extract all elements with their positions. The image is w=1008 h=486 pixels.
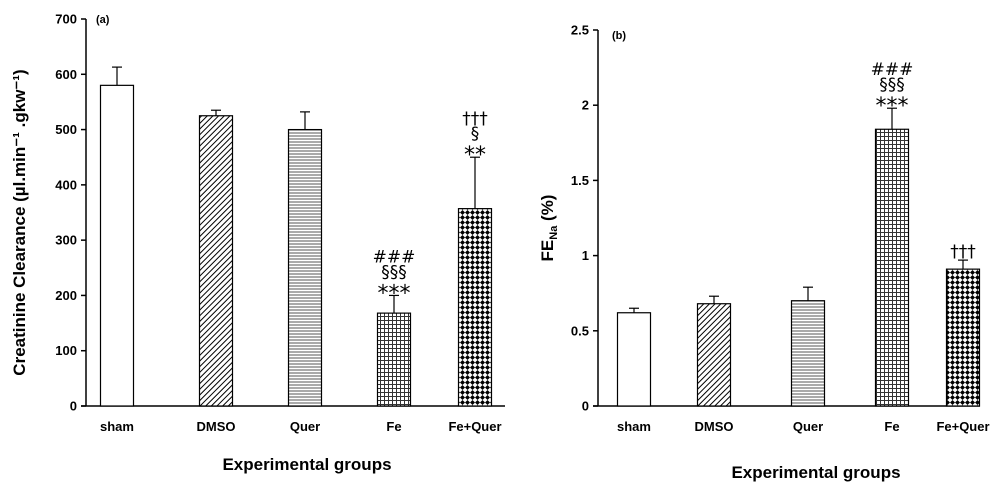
x-axis-title: Experimental groups [731,463,900,482]
x-tick-label: Fe+Quer [448,419,501,434]
y-tick-label: 500 [55,122,77,137]
y-axis-title: Creatinine Clearance (µl.min⁻¹ .gkw⁻¹) [10,69,29,375]
x-tick-label: Fe+Quer [936,419,989,434]
x-tick-label: Quer [290,419,320,434]
significance-marker: ††† [950,242,976,262]
x-tick-label: DMSO [695,419,734,434]
panel-label: (b) [612,30,626,42]
significance-marker: *** [378,281,411,306]
y-tick-label: 2 [582,98,589,113]
significance-marker: §§§ [879,75,905,95]
bar-fe-quer [457,208,493,407]
bar-quer [790,300,826,407]
significance-marker: §§§ [381,262,407,282]
significance-marker: ### [871,60,914,80]
bar-quer [287,128,323,407]
y-tick-label: 0 [70,399,77,414]
x-tick-label: Fe [884,419,899,434]
bar-fe-quer [945,268,981,407]
y-axis-title: FENa (%) [538,195,560,262]
x-tick-label: Fe [386,419,401,434]
significance-marker: *** [876,94,909,119]
significance-marker: ### [373,247,416,267]
bar-fe [874,128,910,407]
bar-dmso [198,115,234,407]
y-tick-label: 100 [55,343,77,358]
y-tick-label: 200 [55,288,77,303]
x-tick-label: sham [617,419,651,434]
y-tick-label: 0 [582,399,589,414]
y-tick-label: 0.5 [571,323,589,338]
y-tick-label: 700 [55,12,77,27]
bar-sham [99,84,135,407]
y-tick-label: 300 [55,233,77,248]
chart-panel-a: 0 100 200 300 400 500 600 700 (a) sham DMSO Quer Fe F… [10,12,505,474]
y-tick-label: 600 [55,67,77,82]
y-tick-label: 1 [582,248,589,263]
chart-panel-b: 0 0.5 1 1.5 2 2.5 (b) sham DMSO Quer Fe Fe+Quer ###§… [538,23,990,483]
significance-marker: ** [464,143,486,168]
x-tick-label: Quer [793,419,823,434]
significance-marker: ††† [462,109,488,129]
y-tick-label: 1.5 [571,173,589,188]
y-tick-label: 400 [55,177,77,192]
bar-fe [376,312,412,407]
y-axis-title-subscript: Na [548,225,560,240]
x-tick-label: DMSO [197,419,236,434]
x-tick-label: sham [100,419,134,434]
x-axis-title: Experimental groups [222,455,391,474]
bar-sham [616,312,652,407]
y-tick-label: 2.5 [571,23,589,38]
significance-marker: § [471,124,480,144]
y-axis-title-suffix: (%) [538,195,557,226]
panel-label: (a) [96,14,110,26]
bar-dmso [696,303,732,407]
